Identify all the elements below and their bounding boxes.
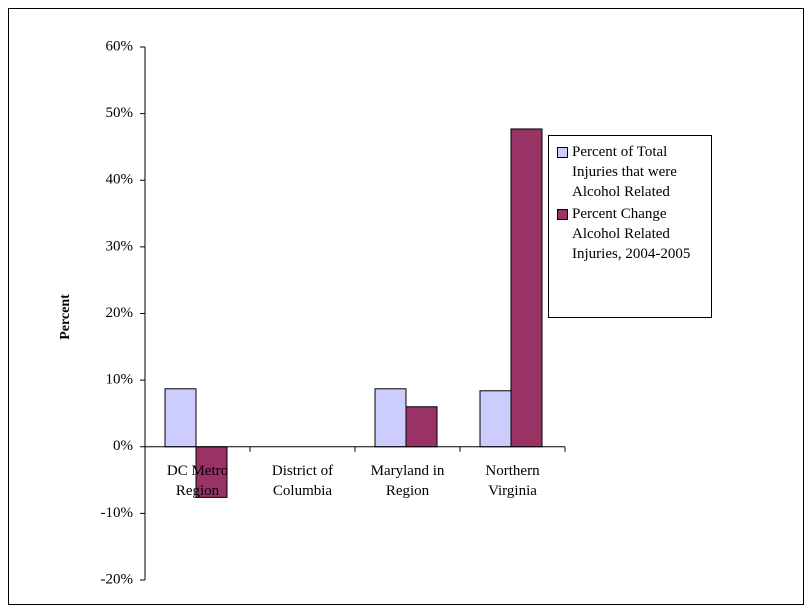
- y-tick-label: 60%: [106, 38, 134, 54]
- y-tick-label: 30%: [106, 238, 134, 254]
- x-tick-label: District of Columbia: [271, 462, 334, 499]
- legend-label: Percent Change Alcohol Related Injuries,…: [572, 206, 691, 262]
- y-tick-label: 50%: [106, 105, 134, 121]
- y-tick-label: 40%: [106, 172, 134, 188]
- legend: Percent of Total Injuries that were Alco…: [548, 135, 712, 318]
- legend-label: Percent of Total Injuries that were Alco…: [572, 144, 677, 200]
- bar: [510, 128, 543, 448]
- legend-item: Percent of Total Injuries that were Alco…: [557, 142, 707, 202]
- legend-swatch: [557, 209, 568, 220]
- x-tick-label: DC Metro Region: [166, 462, 229, 499]
- bar: [405, 406, 438, 448]
- y-tick-label: 10%: [106, 372, 134, 388]
- legend-swatch: [557, 147, 568, 158]
- bar: [164, 388, 197, 448]
- bar: [479, 390, 512, 448]
- chart-frame: [8, 8, 804, 605]
- x-tick-label: Maryland in Region: [370, 462, 445, 499]
- bar: [195, 446, 228, 498]
- y-tick-label: -20%: [101, 571, 134, 587]
- y-axis-label: Percent: [58, 294, 73, 340]
- y-tick-label: 20%: [106, 305, 134, 321]
- y-tick-label: -10%: [101, 505, 134, 521]
- bar: [374, 388, 407, 448]
- x-tick-label: Northern Virginia: [485, 462, 540, 499]
- y-tick-label: 0%: [113, 438, 133, 454]
- legend-item: Percent Change Alcohol Related Injuries,…: [557, 204, 707, 264]
